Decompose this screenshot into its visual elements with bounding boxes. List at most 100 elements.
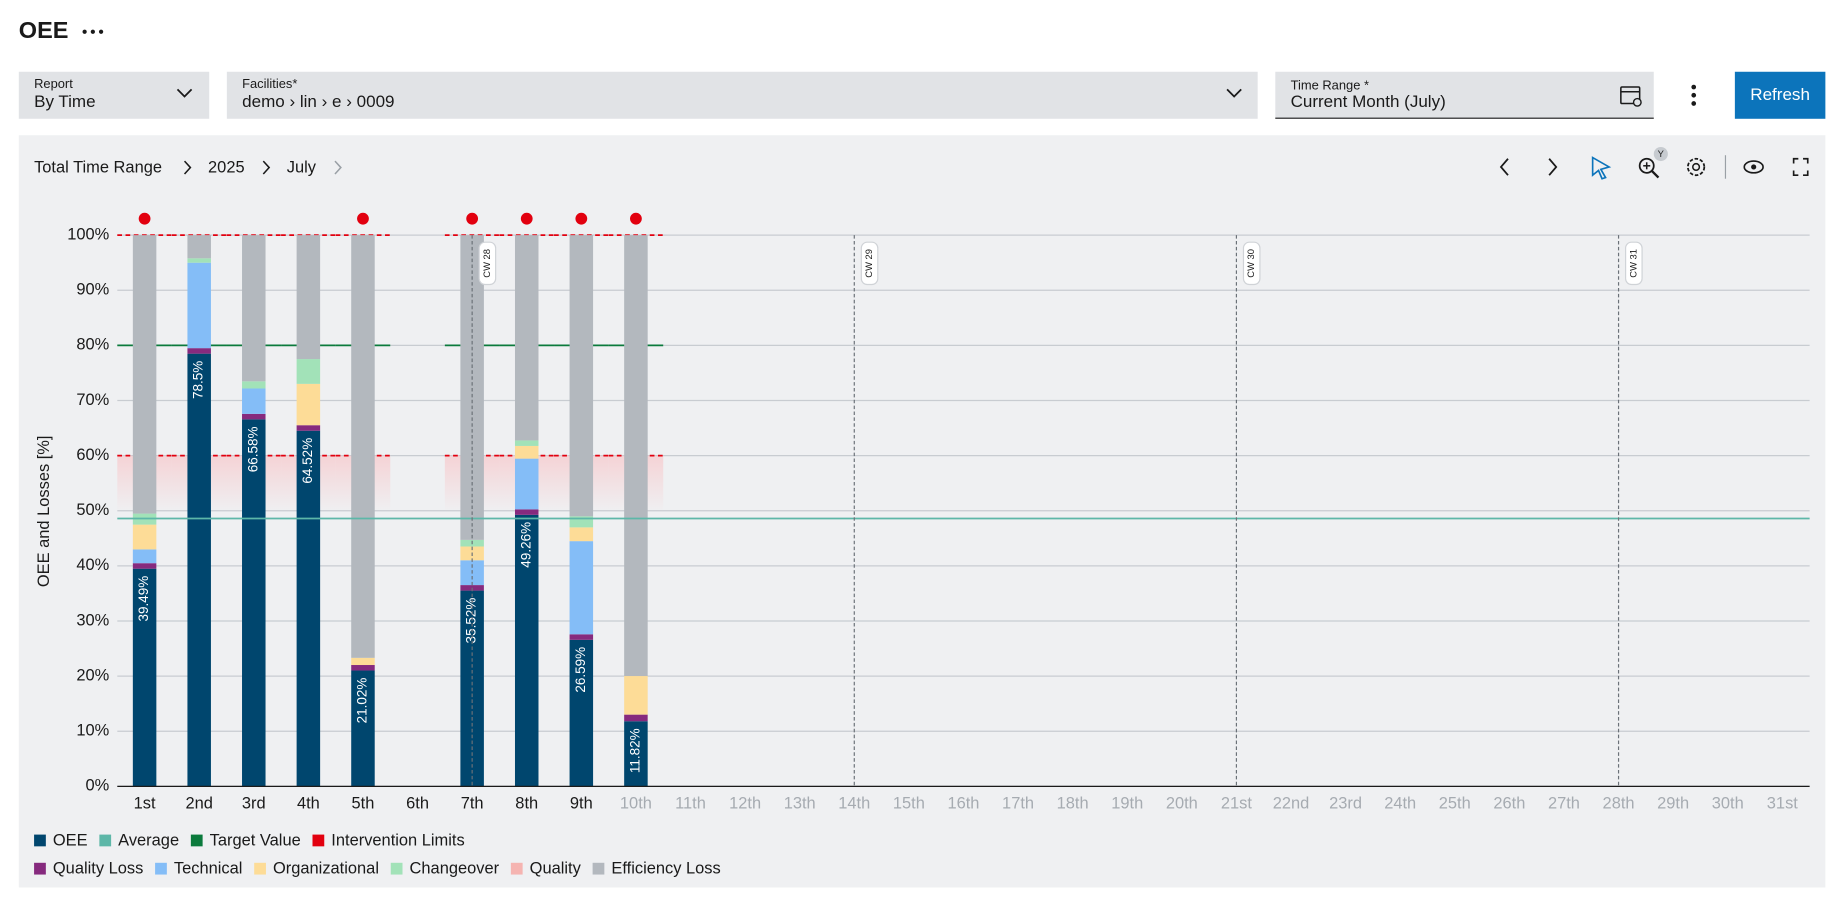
legend-swatch [34,862,46,875]
value-label: 11.82% [627,728,642,773]
previous-button[interactable] [1499,158,1509,176]
bar-segment [187,258,211,263]
select-tool[interactable] [1591,156,1612,180]
field-value: demo › lin › e › 0009 [242,92,394,111]
legend-label: Intervention Limits [331,831,464,849]
intervention-marker [520,212,533,225]
legend-item: Changeover [390,860,500,878]
legend-item: Average [99,831,179,849]
legend-label: Changeover [410,860,500,878]
intervention-marker [466,212,479,225]
bar-segment [296,430,321,787]
y-tick-label: 0% [86,777,110,795]
bar-segment [624,676,648,715]
legend-label: Quality [530,860,582,878]
legend-swatch [390,862,403,875]
x-tick-label: 29th [1657,794,1689,812]
bar-segment [569,634,594,640]
legend-swatch [155,862,167,875]
next-button[interactable] [1548,158,1558,176]
x-tick-label: 31st [1767,794,1799,812]
breadcrumb-separator [183,160,192,175]
value-label: 39.49% [136,576,151,622]
x-tick-label: 17th [1002,794,1034,812]
zoom-tool[interactable]: Y [1638,146,1668,179]
bar-segment [460,235,484,540]
intervention-marker [138,212,151,225]
value-label: 66.58% [245,426,260,472]
more-menu[interactable] [82,29,104,34]
x-tick-label: 10th [620,794,652,812]
breadcrumb-item[interactable]: 2025 [208,158,245,176]
visibility-button[interactable] [1743,160,1764,174]
report-select[interactable]: Report By Time [18,71,210,119]
x-tick-label: 27th [1548,794,1580,812]
x-tick-label: 21st [1221,794,1253,812]
week-label: CW 30 [1245,249,1256,278]
x-tick-label: 1st [134,794,156,812]
field-label: Report [34,76,73,91]
breadcrumb-item[interactable]: Total Time Range [34,158,162,176]
bar-segment [242,388,266,414]
week-badge [1625,241,1643,286]
settings-button[interactable] [1686,157,1706,177]
bar-segment [514,509,539,515]
legend-item: Quality [510,860,582,878]
bar-segment [132,235,157,514]
bar-segment [514,445,539,459]
field-value: By Time [34,92,96,111]
time-range-field[interactable]: Time Range * Current Month (July) [1275,71,1654,119]
legend-item: Technical [155,860,242,878]
bar-segment [187,348,211,354]
zoom-axis-badge: Y [1658,148,1665,159]
x-tick-label: 9th [570,794,593,812]
refresh-button[interactable]: Refresh [1734,71,1826,119]
week-label: CW 28 [481,249,492,278]
y-axis-title: OEE and Losses [%] [35,436,53,588]
x-tick-label: 4th [297,794,320,812]
fullscreen-button[interactable] [1792,157,1809,177]
y-tick-label: 90% [76,281,109,299]
breadcrumb-separator [262,160,271,175]
bar-segment [187,262,211,349]
page-title: OEE [19,17,69,43]
bar-segment [514,514,539,787]
bar-segment [242,235,266,382]
field-value: Current Month (July) [1291,92,1446,111]
legend-swatch [510,862,523,875]
legend-label: OEE [53,831,88,849]
bar-segment [132,568,157,787]
bar-segment [296,359,321,384]
bar-segment [624,714,648,722]
x-tick-label: 2nd [185,794,212,812]
value-label: 49.26% [518,522,533,568]
button-label: Refresh [1750,85,1810,104]
bar-segment [514,440,539,446]
legend-label: Organizational [273,860,379,878]
value-label: 78.5% [191,361,206,399]
week-badge [860,241,879,286]
legend-item: OEE [34,831,88,849]
value-label: 21.02% [355,678,370,724]
intervention-marker [357,212,369,225]
week-label: CW 29 [863,249,874,278]
breadcrumb-item[interactable]: July [287,158,317,176]
y-tick-label: 20% [76,666,109,684]
legend-item: Efficiency Loss [592,860,721,878]
x-tick-label: 12th [729,794,761,812]
x-tick-label: 30th [1712,794,1744,812]
y-tick-label: 40% [76,556,109,574]
bar-segment [187,353,211,787]
facilities-select[interactable]: Facilities* demo › lin › e › 0009 [226,71,1258,119]
legend-item: Quality Loss [34,860,143,878]
options-menu[interactable] [1691,84,1697,106]
bar-segment [296,235,321,360]
y-tick-label: 70% [76,391,109,409]
value-label: 64.52% [300,438,315,484]
x-tick-label: 8th [515,794,538,812]
value-label: 26.59% [573,647,588,693]
legend-item: Target Value [190,831,301,849]
intervention-marker [575,212,588,225]
bar-segment [624,235,648,677]
